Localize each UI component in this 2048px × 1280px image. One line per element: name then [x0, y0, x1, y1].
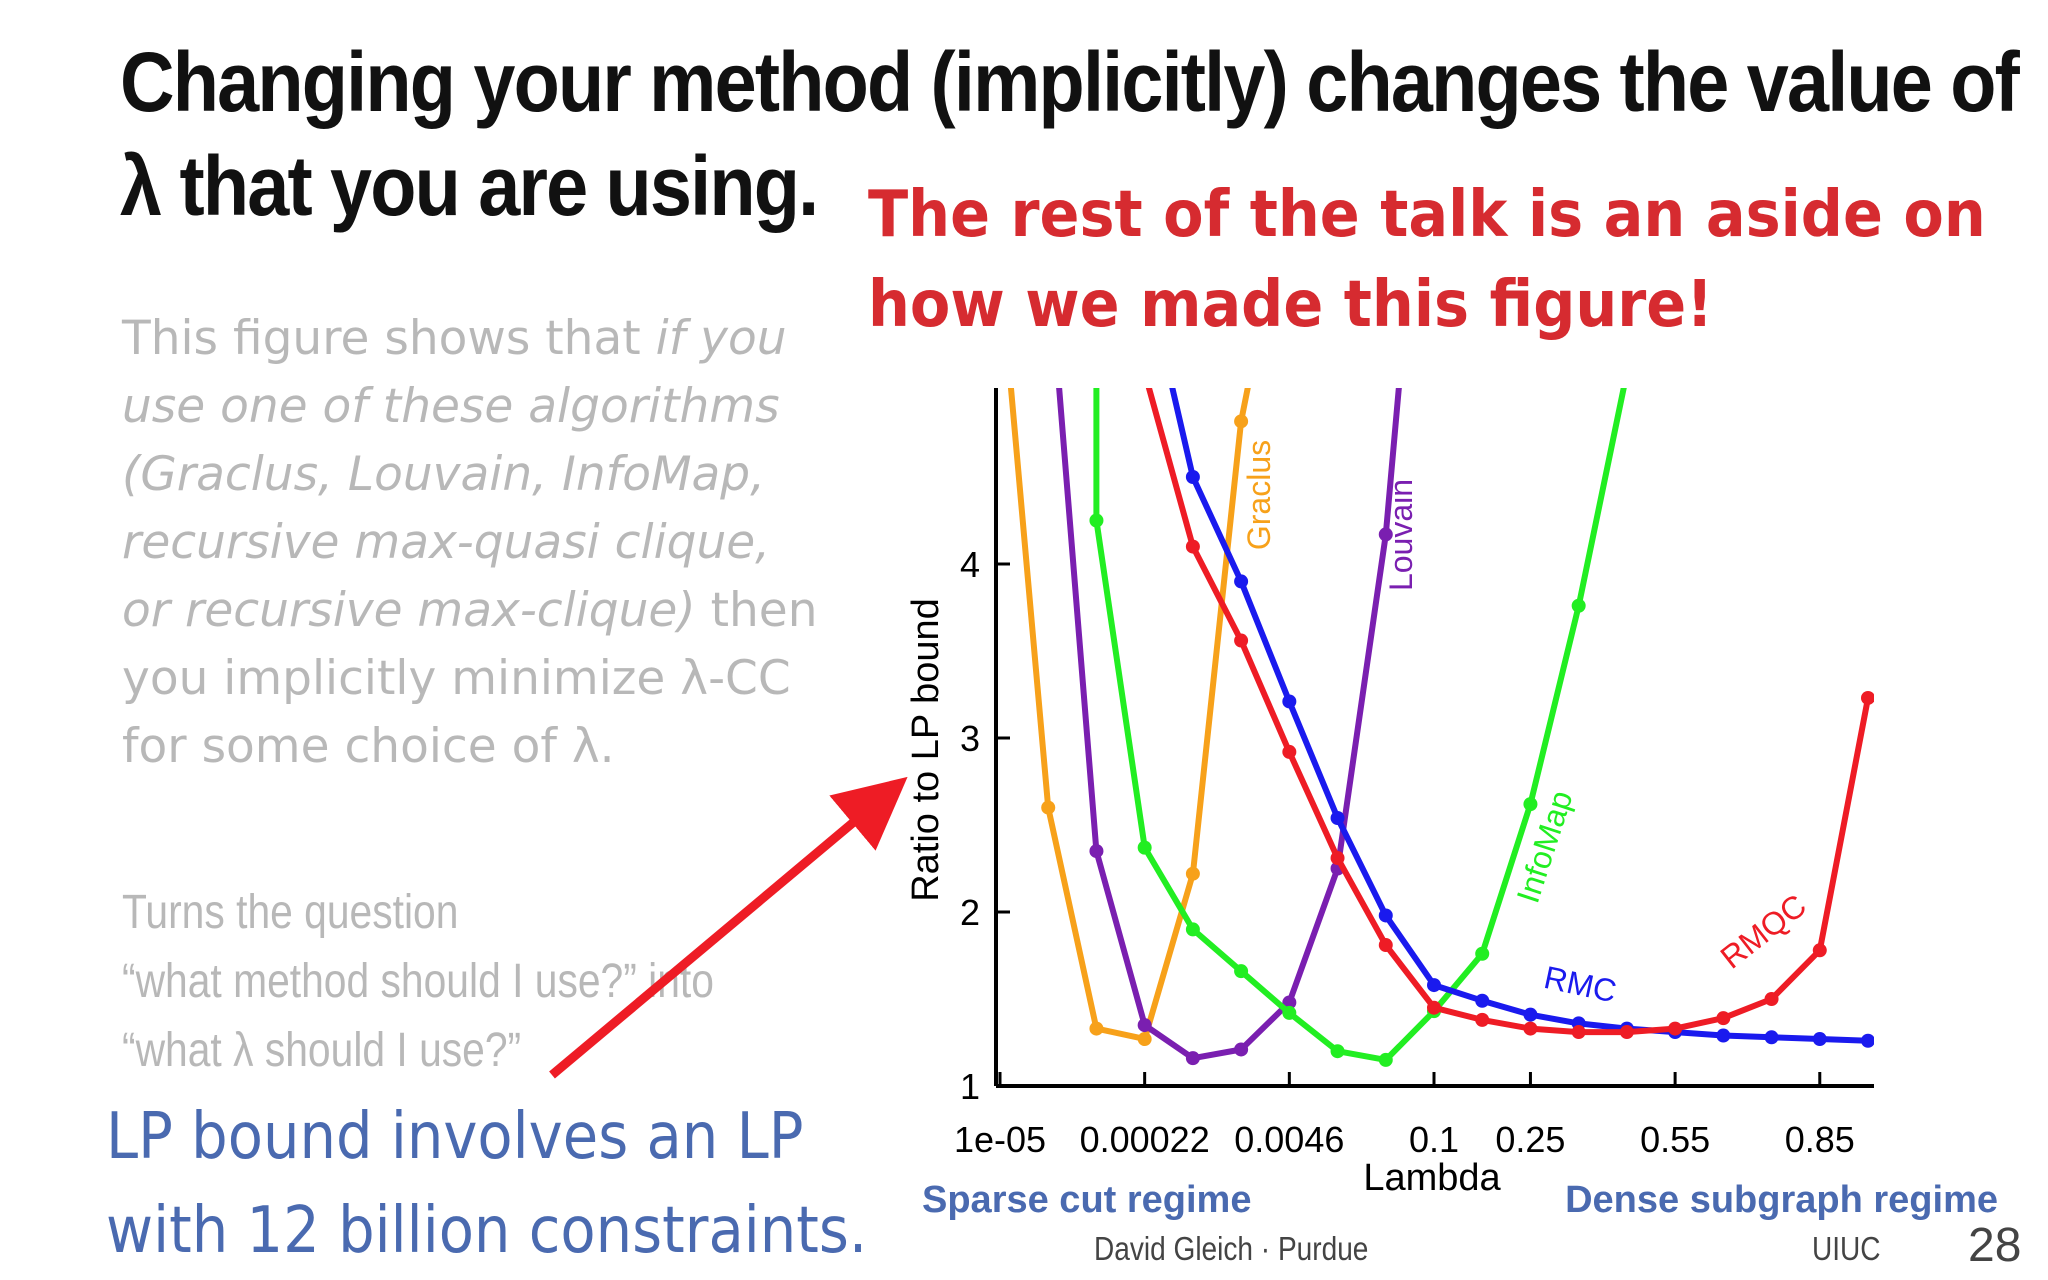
series-label-graclus: Graclus	[1241, 440, 1277, 550]
y-tick-label: 3	[960, 718, 980, 759]
data-point-louvain	[1234, 1042, 1249, 1057]
data-point-rmqc	[1234, 633, 1249, 648]
data-point-rmqc	[1378, 938, 1393, 953]
figure-explanation: This figure shows that if you use one of…	[122, 305, 822, 781]
explanation-text-start: This figure shows that	[122, 311, 656, 366]
series-label-rmqc: RMQC	[1714, 887, 1813, 976]
footer-author: David Gleich · Purdue	[1094, 1230, 1369, 1267]
data-point-rmqc	[1619, 1025, 1634, 1040]
data-point-rmc	[1861, 1033, 1874, 1048]
series-label-rmc: RMC	[1541, 959, 1620, 1009]
data-point-graclus	[1234, 414, 1249, 429]
y-tick-label: 1	[960, 1066, 980, 1107]
data-point-infomap	[1089, 513, 1104, 528]
reframe-line-3: “what λ should I use?”	[122, 1024, 522, 1077]
data-point-rmqc	[1523, 1021, 1538, 1036]
question-reframe: Turns the question “what method should I…	[122, 878, 714, 1085]
x-tick-label: 0.1	[1409, 1119, 1459, 1160]
x-tick-label: 1e-05	[954, 1119, 1046, 1160]
data-point-rmqc	[1764, 992, 1779, 1006]
series-line-graclus	[1007, 388, 1251, 1042]
lp-bound-note: LP bound involves an LP with 12 billion …	[106, 1090, 867, 1278]
data-point-rmqc	[1427, 1000, 1441, 1015]
data-point-infomap	[1137, 840, 1152, 855]
x-tick-label: 0.85	[1785, 1119, 1855, 1160]
data-point-rmqc	[1812, 943, 1827, 958]
slide-title: Changing your method (implicitly) change…	[120, 30, 2020, 238]
x-tick-label: 0.55	[1640, 1119, 1710, 1160]
data-point-rmc	[1427, 978, 1441, 993]
data-point-louvain	[1089, 844, 1104, 859]
explanation-text-end: then you implicitly minimize λ-CC for so…	[122, 583, 818, 774]
data-point-rmqc	[1716, 1011, 1731, 1026]
y-tick-label: 2	[960, 892, 980, 933]
reframe-line-2: “what method should I use?” into	[122, 955, 714, 1008]
data-point-rmc	[1812, 1032, 1827, 1047]
data-point-rmc	[1475, 993, 1490, 1008]
data-point-rmqc	[1282, 744, 1297, 759]
data-point-rmc	[1234, 574, 1249, 589]
data-point-infomap	[1475, 946, 1490, 961]
data-point-infomap	[1571, 598, 1586, 613]
footer-location: UIUC	[1812, 1230, 1881, 1267]
data-point-rmqc	[1668, 1021, 1683, 1036]
data-point-infomap	[1185, 922, 1200, 937]
aside-line-2: how we made this figure!	[868, 268, 1714, 342]
data-point-rmc	[1764, 1030, 1779, 1045]
data-point-louvain	[1185, 1051, 1200, 1066]
data-point-rmc	[1282, 694, 1297, 709]
data-point-graclus	[1041, 800, 1056, 815]
series-label-infomap: InfoMap	[1510, 786, 1580, 907]
data-point-louvain	[1137, 1018, 1152, 1033]
data-point-rmqc	[1571, 1025, 1586, 1040]
series-label-louvain: Louvain	[1383, 479, 1419, 591]
page-number: 28	[1968, 1219, 2022, 1272]
chart-axes: 1 2 3 4 1e-05 0.00022 0.0046 0.1 0.25 0.55 0.85 Lam…	[905, 388, 1998, 1221]
data-point-rmc	[1523, 1007, 1538, 1022]
data-point-graclus	[1089, 1021, 1104, 1036]
data-point-graclus	[1137, 1032, 1152, 1047]
data-point-rmqc	[1185, 539, 1200, 554]
data-point-graclus	[1185, 866, 1200, 881]
chart-labels: Graclus Louvain InfoMap RMC RMQC	[1241, 440, 1813, 1010]
aside-line-1: The rest of the talk is an aside on	[868, 178, 1986, 252]
title-line-2: λ that you are using.	[120, 139, 819, 233]
data-point-infomap	[1234, 964, 1249, 979]
y-axis-title: Ratio to LP bound	[905, 598, 947, 902]
series-line-rmc	[1169, 388, 1869, 1044]
sparse-regime-label: Sparse cut regime	[922, 1179, 1251, 1221]
data-point-rmqc	[1475, 1012, 1490, 1027]
x-axis-title: Lambda	[1363, 1157, 1501, 1199]
x-tick-label: 0.0046	[1234, 1119, 1344, 1160]
aside-note: The rest of the talk is an aside on how …	[868, 170, 1986, 350]
x-tick-label: 0.25	[1495, 1119, 1565, 1160]
data-point-rmc	[1185, 470, 1200, 484]
data-point-infomap	[1378, 1052, 1393, 1067]
lp-line-1: LP bound involves an LP	[106, 1100, 804, 1174]
data-point-rmqc	[1330, 851, 1345, 866]
data-point-rmc	[1716, 1028, 1731, 1043]
pointer-arrow	[549, 776, 908, 1079]
title-line-1: Changing your method (implicitly) change…	[120, 35, 2020, 129]
data-point-rmqc	[1861, 690, 1874, 705]
data-point-infomap	[1523, 797, 1538, 812]
explanation-italic: if you use one of these algorithms (Grac…	[122, 311, 787, 638]
x-tick-label: 0.00022	[1080, 1119, 1210, 1160]
y-tick-label: 4	[960, 544, 980, 585]
data-point-infomap	[1282, 1005, 1297, 1020]
data-point-rmc	[1330, 811, 1345, 826]
series-line-rmqc	[1145, 388, 1871, 1036]
chart-series	[1007, 388, 1874, 1067]
data-point-infomap	[1330, 1044, 1345, 1059]
lp-line-2: with 12 billion constraints.	[106, 1194, 868, 1268]
series-line-louvain	[1056, 388, 1402, 1062]
dense-regime-label: Dense subgraph regime	[1565, 1179, 1998, 1221]
data-point-louvain	[1378, 527, 1393, 542]
data-point-rmc	[1378, 908, 1393, 923]
reframe-line-1: Turns the question	[122, 886, 459, 939]
